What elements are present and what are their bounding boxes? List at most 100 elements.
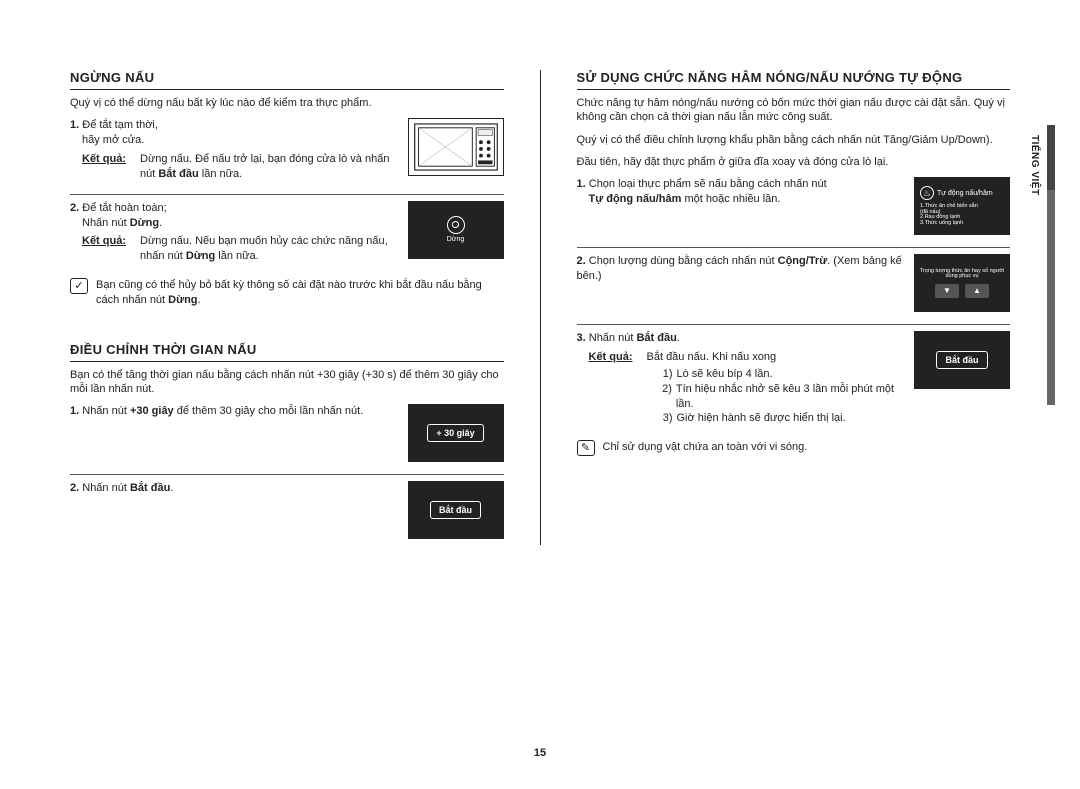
- note-row: ✎ Chỉ sử dụng vật chứa an toàn với vi só…: [577, 440, 1011, 456]
- step-2-text: 2. Để tắt hoàn toàn; Nhấn nút Dừng. Kết …: [70, 201, 398, 264]
- intro-adjust: Bạn có thể tăng thời gian nấu bằng cách …: [70, 368, 504, 397]
- txt: để thêm 30 giây cho mỗi lần nhấn nút.: [174, 405, 364, 417]
- result-label: Kết quả:: [82, 234, 134, 264]
- heading-stop-cooking: NGỪNG NẤU: [70, 70, 504, 85]
- txt-bold: Bắt đầu: [130, 482, 170, 494]
- step-figure: ♨ Tự động nấu/hâm 1.Thức ăn chế biến sẵn…: [914, 177, 1010, 235]
- step-row: 2. Chọn lượng dùng bằng cách nhấn nút Cộ…: [577, 254, 1011, 312]
- result-line: Kết quả: Dừng nấu. Nếu bạn muốn hủy các …: [70, 234, 398, 264]
- step-row-2: 2. Để tắt hoàn toàn; Nhấn nút Dừng. Kết …: [70, 201, 504, 264]
- panel-label: Bắt đầu: [936, 351, 987, 369]
- txt: một hoặc nhiều lần.: [681, 193, 780, 205]
- heading-rule: [70, 361, 504, 362]
- txt: Dừng nấu. Nếu bạn muốn hủy các chức năng…: [140, 235, 388, 262]
- down-arrow-icon: ▼: [935, 284, 959, 298]
- start-panel: Bắt đầu: [408, 481, 504, 539]
- txt: Nhấn nút: [82, 482, 130, 494]
- panel-label: + 30 giây: [427, 424, 483, 442]
- txt-bold: Dừng: [168, 294, 197, 306]
- step-figure: Trọng lượng thức ăn hay số người dùng ph…: [914, 254, 1010, 312]
- txt-bold: Bắt đầu: [636, 332, 676, 344]
- step-num: 3.: [577, 332, 586, 344]
- intro-auto-2: Quý vị có thể điều chỉnh lượng khẩu phần…: [577, 133, 1011, 147]
- txt: Chọn loại thực phẩm sẽ nấu bằng cách nhấ…: [589, 178, 827, 190]
- right-column: SỬ DỤNG CHỨC NĂNG HÂM NÓNG/NẤU NƯỚNG TỰ …: [577, 70, 1011, 545]
- divider: [577, 324, 1011, 325]
- txt-bold: +30 giây: [130, 405, 174, 417]
- column-divider: [540, 70, 541, 545]
- step-line: Để tắt hoàn toàn;: [82, 202, 166, 214]
- side-tab-label: TIẾNG VIỆT: [1029, 135, 1040, 196]
- page-number: 15: [534, 747, 546, 759]
- note-body: Chỉ sử dụng vật chứa an toàn với vi sóng…: [603, 440, 808, 456]
- list-num: 3): [659, 411, 673, 426]
- result-body: Dừng nấu. Nếu bạn muốn hủy các chức năng…: [140, 234, 398, 264]
- divider: [70, 194, 504, 195]
- gap: [70, 308, 504, 342]
- txt-bold: Dừng: [130, 217, 159, 229]
- plus30-panel: + 30 giây: [408, 404, 504, 462]
- divider: [70, 474, 504, 475]
- panel-label: Bắt đầu: [430, 501, 481, 519]
- txt: Bạn cũng có thể hủy bỏ bất kỳ thông số c…: [96, 279, 482, 306]
- updown-panel: Trọng lượng thức ăn hay số người dùng ph…: [914, 254, 1010, 312]
- step-line: Nhấn nút Dừng.: [70, 216, 398, 231]
- step-text: 1. Nhấn nút +30 giây để thêm 30 giây cho…: [70, 404, 398, 462]
- heading-rule: [577, 89, 1011, 90]
- start-panel: Bắt đầu: [914, 331, 1010, 389]
- result-label: Kết quả:: [589, 350, 641, 426]
- list-num: 1): [659, 367, 673, 382]
- note-icon: ✎: [577, 440, 595, 456]
- stop-button-panel: ⭘ Dừng: [408, 201, 504, 259]
- step-num: 2.: [70, 482, 79, 494]
- microwave-svg: [412, 123, 500, 171]
- step-num: 1.: [70, 119, 79, 131]
- step-row: 3. Nhấn nút Bắt đầu. Kết quả: Bắt đầu nấ…: [577, 331, 1011, 426]
- step-num: 2.: [577, 255, 586, 267]
- txt: Nhấn nút: [82, 217, 130, 229]
- result-label: Kết quả:: [82, 152, 134, 182]
- heading-adjust-time: ĐIỀU CHỈNH THỜI GIAN NẤU: [70, 342, 504, 357]
- results-list: 1)Lò sẽ kêu bíp 4 lần. 2)Tín hiệu nhắc n…: [647, 367, 905, 426]
- page-columns: NGỪNG NẤU Quý vị có thể dừng nấu bất kỳ …: [70, 0, 1010, 545]
- txt: .: [159, 217, 162, 229]
- step-2-figure: ⭘ Dừng: [408, 201, 504, 264]
- step-text: 2. Chọn lượng dùng bằng cách nhấn nút Cộ…: [577, 254, 905, 312]
- step-line: hãy mở cửa.: [70, 133, 398, 148]
- result-tail: lần nữa.: [199, 168, 242, 180]
- result-bold: Bắt đầu: [158, 168, 198, 180]
- intro-auto-1: Chức năng tự hâm nóng/nấu nướng có bốn m…: [577, 96, 1011, 125]
- step-text: 1. Chọn loại thực phẩm sẽ nấu bằng cách …: [577, 177, 905, 235]
- up-arrow-icon: ▲: [965, 284, 989, 298]
- panel-lines: 1.Thức ăn chế biến sẵn (đã nấu) 2.Rau đô…: [920, 204, 978, 226]
- auto-panel: ♨ Tự động nấu/hâm 1.Thức ăn chế biến sẵn…: [914, 177, 1010, 235]
- intro-auto-3: Đầu tiên, hãy đặt thực phẩm ở giữa đĩa x…: [577, 155, 1011, 169]
- panel-line: Trọng lượng thức ăn hay số người dùng ph…: [919, 269, 1005, 280]
- txt: Nhấn nút: [589, 332, 637, 344]
- step-line: Để tắt tạm thời,: [82, 119, 158, 131]
- step-num: 2.: [70, 202, 79, 214]
- auto-icon: ♨: [920, 186, 934, 200]
- txt: .: [170, 482, 173, 494]
- txt: Chọn lượng dùng bằng cách nhấn nút: [589, 255, 778, 267]
- txt: .: [198, 294, 201, 306]
- stop-icon: ⭘: [447, 216, 465, 234]
- step-figure: Bắt đầu: [914, 331, 1010, 426]
- result-line: Kết quả: Dừng nấu. Để nấu trở lại, bạn đ…: [70, 152, 398, 182]
- list-item: Tín hiệu nhắc nhở sẽ kêu 3 lần mỗi phút …: [676, 382, 904, 412]
- microwave-icon: [408, 118, 504, 176]
- txt: lần nữa.: [215, 250, 258, 262]
- side-tab-light: [1047, 190, 1055, 405]
- result-body: Bắt đầu nấu. Khi nấu xong 1) Lò sẽ kêu bí…: [647, 350, 905, 426]
- step-row: 2. Nhấn nút Bắt đầu. Bắt đầu: [70, 481, 504, 539]
- note-row: ✓ Bạn cũng có thể hủy bỏ bất kỳ thông số…: [70, 278, 504, 308]
- divider: [577, 247, 1011, 248]
- list-item: Lò sẽ kêu bíp 4 lần.: [677, 367, 773, 382]
- note-body: Bạn cũng có thể hủy bỏ bất kỳ thông số c…: [96, 278, 504, 308]
- step-1-figure: [408, 118, 504, 181]
- panel-label: Dừng: [447, 236, 465, 243]
- txt: Bắt đầu nấu. Khi nấu xong: [647, 350, 905, 365]
- step-1-text: 1. Để tắt tạm thời, hãy mở cửa. Kết quả:…: [70, 118, 398, 181]
- step-row: 1. Chọn loại thực phẩm sẽ nấu bằng cách …: [577, 177, 1011, 235]
- step-num: 1.: [70, 405, 79, 417]
